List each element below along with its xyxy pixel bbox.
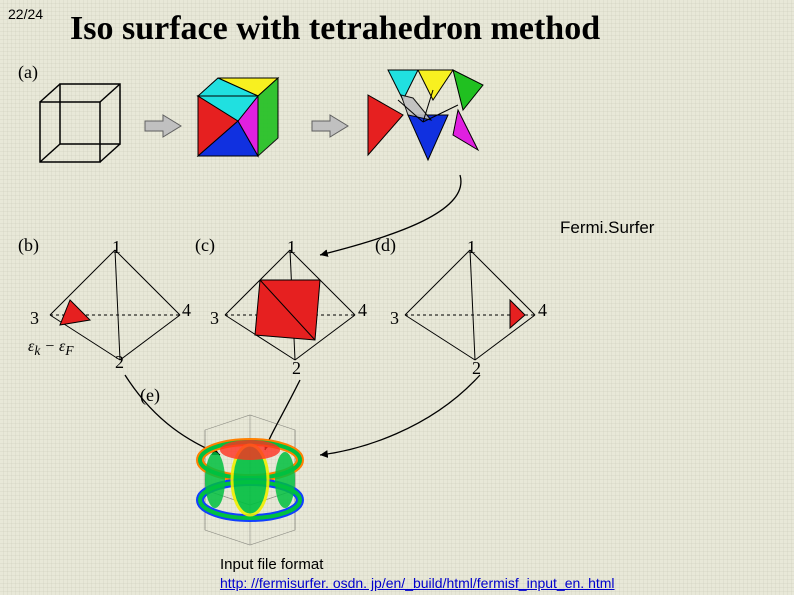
software-label: Fermi.Surfer (560, 218, 654, 238)
footer-link[interactable]: http: //fermisurfer. osdn. jp/en/_build/… (220, 575, 615, 591)
fermi-surface (165, 400, 335, 560)
flow-arrows (0, 0, 794, 595)
footer-label: Input file format (220, 556, 323, 573)
panel-e-label: (e) (140, 385, 160, 406)
